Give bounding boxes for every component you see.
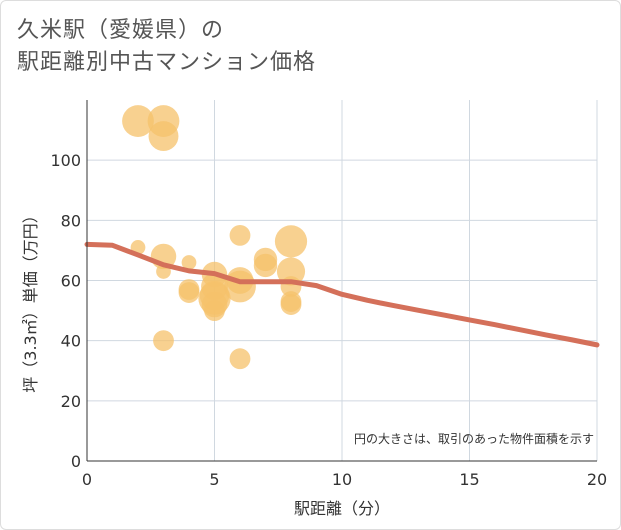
x-axis-label: 駅距離（分） [294,499,390,518]
y-tick-label: 20 [61,392,81,411]
y-tick-label: 0 [71,452,81,471]
data-point [280,294,302,315]
chart-title-line2: 駅距離別中古マンション価格 [17,50,317,75]
data-point [276,257,306,286]
chart-title-line1: 久米駅（愛媛県）の [17,18,225,43]
y-axis-label: 坪（3.3㎡）単価（万円） [21,207,40,392]
data-point [204,300,225,321]
data-point [178,282,200,303]
trend-line [84,241,600,348]
y-tick-label: 40 [61,332,81,351]
axes: 0 5 10 15 20 0 20 40 60 80 100 [50,100,607,489]
data-point [229,348,251,370]
trend-series [84,241,600,348]
data-point [153,330,174,352]
data-point [148,121,179,152]
x-tick-label: 20 [587,470,607,489]
grid-lines [87,100,598,461]
y-tick-label: 100 [50,151,81,170]
y-tick-label: 60 [61,272,81,291]
x-tick-label: 15 [459,470,479,489]
x-tick-label: 0 [82,470,92,489]
bubble-size-note: 円の大きさは、取引のあった物件面積を示す [354,431,594,446]
data-point [181,255,197,270]
data-point [122,105,154,137]
chart-title: 久米駅（愛媛県）の 駅距離別中古マンション価格 [17,15,316,79]
data-point [274,225,308,258]
data-point [253,253,278,278]
x-tick-label: 10 [332,470,352,489]
y-tick-label: 80 [61,211,81,230]
data-point [229,224,251,246]
data-point [224,270,256,303]
x-tick-label: 5 [209,470,219,489]
